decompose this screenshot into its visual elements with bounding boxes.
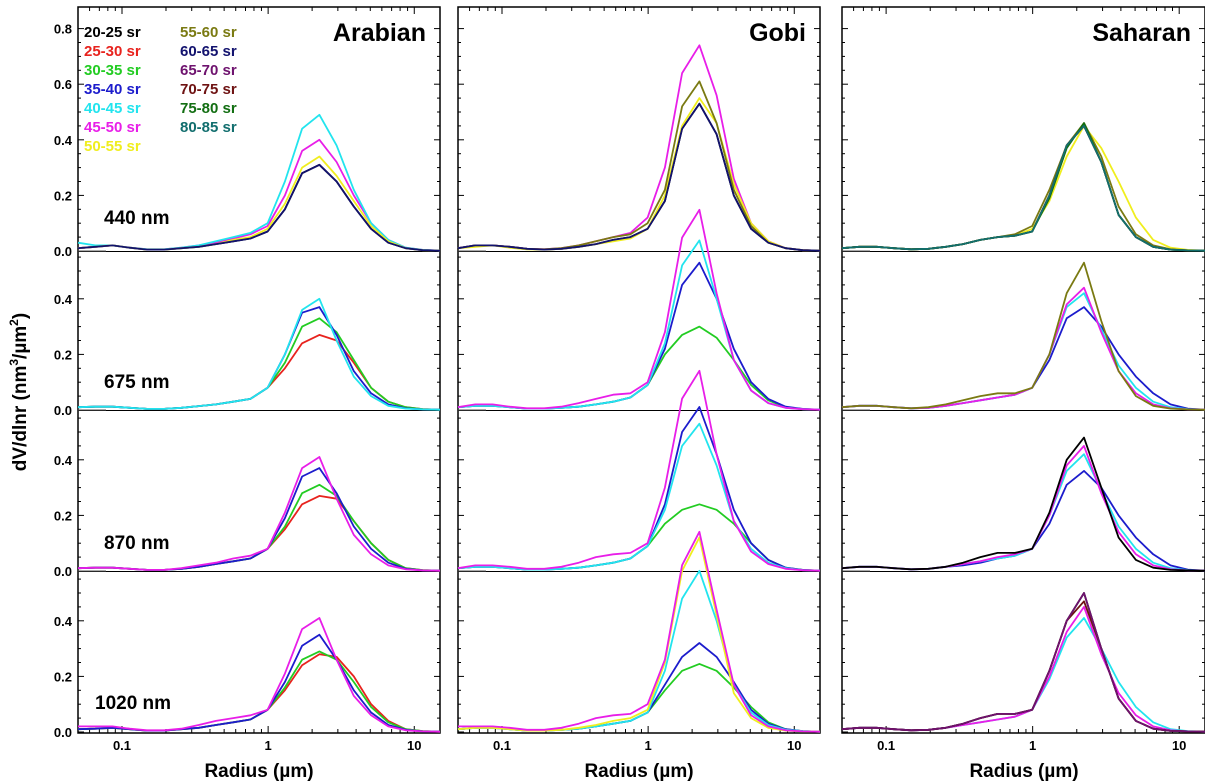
x-tick-label: 10 xyxy=(407,738,421,753)
legend-entry: 50-55 sr xyxy=(84,138,141,155)
y-tick-label: 0.2 xyxy=(54,508,72,523)
legend-entry: 65-70 sr xyxy=(180,62,237,79)
legend-entry: 75-80 sr xyxy=(180,100,237,117)
panel-title-saharan: Saharan xyxy=(1092,19,1191,47)
series-line-20-25-sr xyxy=(841,592,1205,733)
band-label: 675 nm xyxy=(104,372,169,393)
y-axis-title-sup2: 2 xyxy=(7,319,21,326)
x-tick-label: 10 xyxy=(787,738,801,753)
y-tick-label: 0.2 xyxy=(54,669,72,684)
series-line-40-45-sr xyxy=(841,617,1205,733)
band-label: 870 nm xyxy=(104,533,169,554)
series-line-60-65-sr xyxy=(77,163,441,252)
series-line-45-50-sr xyxy=(457,208,821,411)
x-axis-title-gobi: Radius (µm) xyxy=(584,761,693,782)
series-line-40-45-sr xyxy=(457,422,821,572)
series-line-45-50-sr xyxy=(457,44,821,252)
legend-entry: 60-65 sr xyxy=(180,43,237,60)
y-tick-label: 0.2 xyxy=(54,188,72,203)
legend-entry: 55-60 sr xyxy=(180,24,237,41)
legend-entry: 80-85 sr xyxy=(180,119,237,136)
legend-entry: 20-25 sr xyxy=(84,24,141,41)
series-line-50-55-sr xyxy=(841,125,1205,252)
panel-saharan: 0.1 1 10 Saharan xyxy=(841,6,1205,753)
y-tick-label: 0.0 xyxy=(54,564,72,579)
x-tick-label: 0.1 xyxy=(877,738,895,753)
y-tick-label: 0.4 xyxy=(54,133,73,148)
series-line-30-35-sr xyxy=(77,317,441,411)
legend-entry: 40-45 sr xyxy=(84,100,141,117)
series-line-45-50-sr xyxy=(841,606,1205,733)
band-label: 440 nm xyxy=(104,208,169,229)
y-tick-label: 0.0 xyxy=(54,244,72,259)
series-line-40-45-sr xyxy=(457,239,821,411)
y-tick-label: 0.4 xyxy=(54,453,73,468)
series-line-30-35-sr xyxy=(77,483,441,572)
series-line-20-25-sr xyxy=(841,436,1205,572)
y-tick-label: 0.0 xyxy=(54,403,72,418)
plot-frame xyxy=(457,6,821,734)
legend-entry: 45-50 sr xyxy=(84,119,141,136)
y-axis-title-end: ) xyxy=(10,313,31,319)
legend-entry: 30-35 sr xyxy=(84,62,141,79)
y-axis-title-sup1: 3 xyxy=(7,359,21,366)
series-line-40-45-sr xyxy=(457,569,821,733)
series-line-40-45-sr xyxy=(77,297,441,411)
series-line-55-60-sr xyxy=(841,261,1205,411)
panel-title-gobi: Gobi xyxy=(749,19,806,47)
x-tick-label: 1 xyxy=(645,738,652,753)
series-line-30-35-sr xyxy=(77,650,441,733)
series-line-80-85-sr xyxy=(841,125,1205,252)
legend-entry: 70-75 sr xyxy=(180,81,237,98)
series-line-50-55-sr xyxy=(457,536,821,733)
panel-gobi: 0.1 1 10 Gobi xyxy=(457,6,821,753)
x-tick-label: 0.1 xyxy=(113,738,131,753)
x-tick-label: 1 xyxy=(1029,738,1036,753)
y-axis-title-mid: /µm xyxy=(10,326,31,359)
series-line-40-45-sr xyxy=(841,453,1205,572)
x-tick-label: 1 xyxy=(265,738,272,753)
x-axis-title-arabian: Radius (µm) xyxy=(204,761,313,782)
series-line-45-50-sr xyxy=(77,456,441,572)
legend-entry: 25-30 sr xyxy=(84,43,141,60)
series-line-65-70-sr xyxy=(841,592,1205,733)
panels-layer: 0.1 1 10 0.0 0.2 0.4 0.6 0.8 0.0 0.2 0.4 0.0 0.2 0.4 0… xyxy=(54,6,1205,753)
series-line-60-65-sr xyxy=(457,102,821,252)
series-line-45-50-sr xyxy=(78,617,441,733)
series-line-35-40-sr xyxy=(457,642,821,733)
panel-title-arabian: Arabian xyxy=(333,19,426,47)
y-tick-label: 0.4 xyxy=(54,614,73,629)
y-axis-title: dV/dlnr (nm3/µm2) xyxy=(7,313,31,471)
legend-entry: 35-40 sr xyxy=(84,81,141,98)
x-tick-label: 10 xyxy=(1172,738,1186,753)
x-tick-label: 0.1 xyxy=(493,738,511,753)
y-tick-label: 0.8 xyxy=(54,22,72,37)
plot-frame xyxy=(841,6,1205,734)
band-label: 1020 nm xyxy=(95,693,171,714)
y-axis-title-base: dV/dlnr (nm xyxy=(10,366,31,472)
series-line-35-40-sr xyxy=(841,306,1205,411)
y-tick-label: 0.4 xyxy=(54,292,73,307)
series-line-35-40-sr xyxy=(77,467,441,572)
y-tick-label: 0.6 xyxy=(54,77,72,92)
panel-arabian: 0.1 1 10 0.0 0.2 0.4 0.6 0.8 0.0 0.2 0.4 0.0 0.2 0.4 0… xyxy=(54,6,441,753)
series-line-35-40-sr xyxy=(457,406,821,572)
series-line-45-50-sr xyxy=(457,369,821,572)
x-axis-title-saharan: Radius (µm) xyxy=(969,761,1078,782)
series-line-35-40-sr xyxy=(841,469,1205,572)
y-tick-label: 0.2 xyxy=(54,347,72,362)
y-tick-label: 0.0 xyxy=(54,725,72,740)
series-line-45-50-sr xyxy=(458,530,821,733)
plot-frame xyxy=(77,6,441,734)
